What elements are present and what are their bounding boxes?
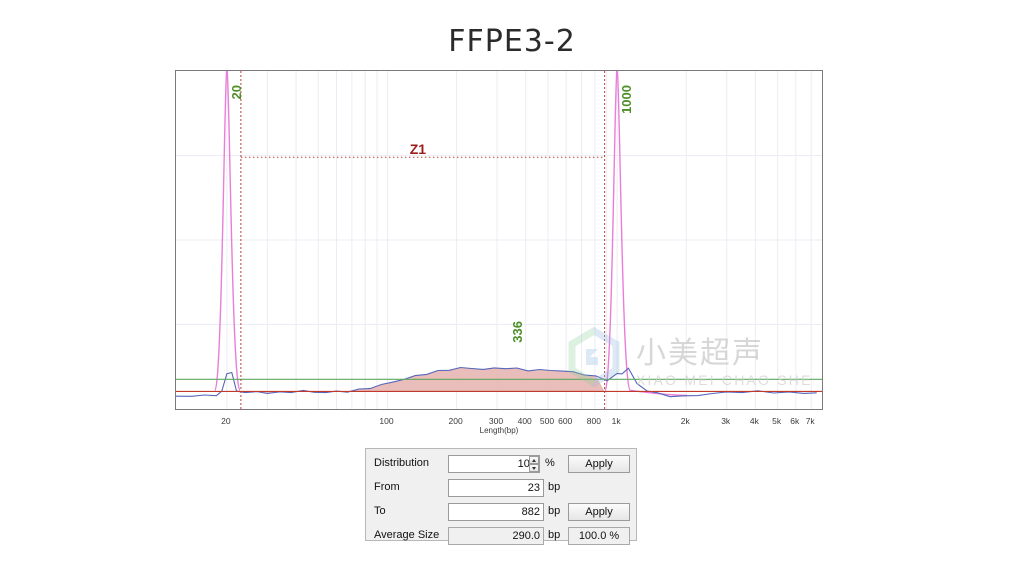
x-tick-100: 100 <box>379 416 394 426</box>
x-tick-400: 400 <box>517 416 532 426</box>
region-label-z1: Z1 <box>409 141 427 158</box>
x-tick-6k: 6k <box>790 416 800 426</box>
average-size-label: Average Size <box>374 529 440 541</box>
upper-marker-label: 1000 <box>619 85 635 114</box>
page-title: FFPE3-2 <box>448 24 576 59</box>
from-unit: bp <box>548 481 561 493</box>
x-tick-4k: 4k <box>749 416 759 426</box>
x-tick-600: 600 <box>558 416 573 426</box>
x-tick-3k: 3k <box>721 416 731 426</box>
to-unit: bp <box>548 505 561 517</box>
average-size-value: 290.0 <box>448 527 544 545</box>
x-tick-800: 800 <box>586 416 601 426</box>
row-from: From 23 bp <box>366 477 638 499</box>
x-tick-1k: 1k <box>611 416 621 426</box>
electropherogram-svg <box>176 71 822 409</box>
sample-trace <box>176 366 817 398</box>
distribution-apply-button[interactable]: Apply <box>568 455 630 473</box>
stepper-down-button[interactable] <box>529 464 539 472</box>
average-size-percent: 100.0 % <box>568 527 630 545</box>
grid-lines <box>176 71 822 409</box>
row-distribution: Distribution 100 % Apply <box>366 453 638 475</box>
peak-size-label: 336 <box>510 321 526 343</box>
lower-marker-label: 20 <box>228 85 244 100</box>
x-tick-2k: 2k <box>680 416 690 426</box>
distribution-input[interactable]: 100 <box>448 455 540 473</box>
x-tick-500: 500 <box>539 416 555 426</box>
to-apply-button[interactable]: Apply <box>568 503 630 521</box>
distribution-stepper[interactable] <box>529 456 539 472</box>
to-label: To <box>374 505 386 517</box>
x-axis-title: Length(bp) <box>479 426 519 435</box>
x-tick-20: 20 <box>221 416 231 426</box>
average-size-unit: bp <box>548 529 561 541</box>
chart-plot-area[interactable]: 20 1000 336 小美超声 XIAO MEI CHAO SHENG <box>175 70 823 410</box>
distribution-label: Distribution <box>374 457 430 469</box>
row-average-size: Average Size 290.0 bp 100.0 % <box>366 525 638 547</box>
distribution-shaded-region <box>240 367 605 394</box>
x-tick-7k: 7k <box>805 416 815 426</box>
distribution-control-panel[interactable]: Distribution 100 % Apply From 23 bp To 8… <box>365 448 638 545</box>
x-tick-5k: 5k <box>772 416 782 426</box>
x-axis: 20 100 200 300 400 500 600 800 1k 2k 3k 4k 5k 6k 7k Le… <box>175 410 823 436</box>
x-tick-300: 300 <box>488 416 504 426</box>
from-input[interactable]: 23 <box>448 479 544 497</box>
x-tick-200: 200 <box>448 416 463 426</box>
marker-peaks-trace <box>214 71 688 397</box>
row-to: To 882 bp Apply <box>366 501 638 523</box>
stepper-up-button[interactable] <box>529 456 539 464</box>
to-input[interactable]: 882 <box>448 503 544 521</box>
distribution-unit: % <box>545 457 555 469</box>
from-label: From <box>374 481 400 493</box>
